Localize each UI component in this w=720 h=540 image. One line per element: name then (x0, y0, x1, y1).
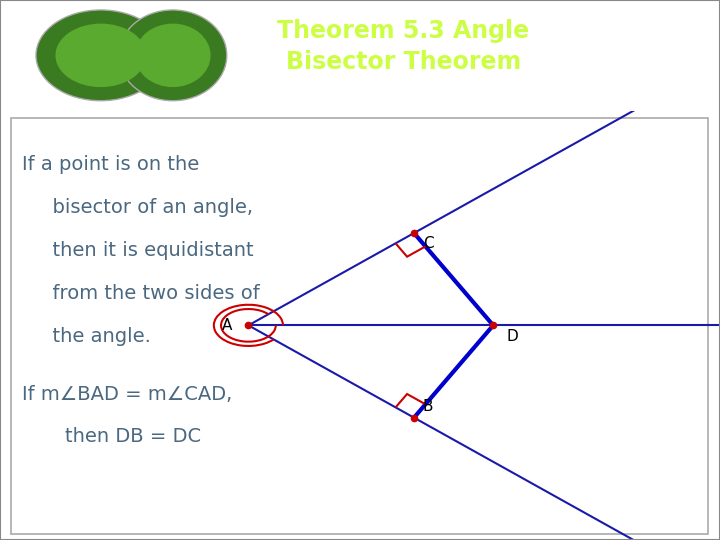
Text: then DB = DC: then DB = DC (40, 428, 201, 447)
Ellipse shape (55, 24, 146, 87)
Text: B: B (423, 400, 433, 414)
Ellipse shape (135, 24, 210, 87)
Text: If a point is on the: If a point is on the (22, 155, 199, 174)
Text: Theorem 5.3 Angle
Bisector Theorem: Theorem 5.3 Angle Bisector Theorem (277, 19, 529, 74)
Text: bisector of an angle,: bisector of an angle, (40, 198, 253, 217)
Ellipse shape (36, 10, 166, 101)
Text: then it is equidistant: then it is equidistant (40, 241, 253, 260)
Text: A: A (222, 318, 233, 333)
Text: the angle.: the angle. (40, 327, 150, 346)
Text: D: D (506, 328, 518, 343)
Text: from the two sides of: from the two sides of (40, 284, 259, 302)
Text: If m∠BAD = m∠CAD,: If m∠BAD = m∠CAD, (22, 384, 232, 403)
Text: C: C (423, 237, 433, 251)
Ellipse shape (119, 10, 227, 101)
